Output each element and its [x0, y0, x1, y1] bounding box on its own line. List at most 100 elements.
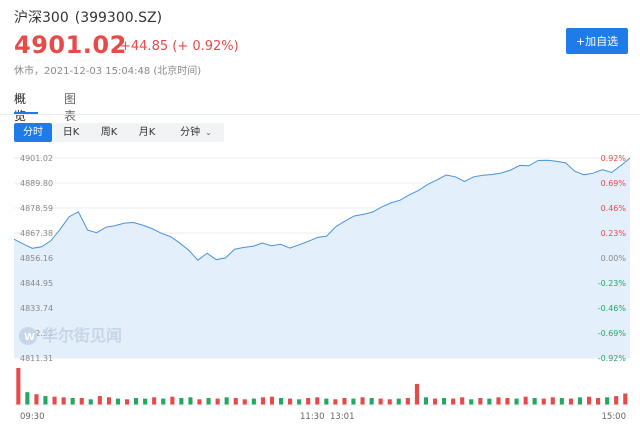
period-daily[interactable]: 日K — [62, 127, 80, 138]
volume-bar — [532, 398, 537, 405]
volume-bar — [550, 397, 555, 405]
price-tick-label: 4878.59 — [20, 204, 53, 213]
price-tick-label: 4901.02 — [20, 154, 53, 163]
percent-tick-label: -0.46% — [598, 304, 627, 313]
volume-bar — [387, 399, 392, 405]
market-status: 休市，2021-12-03 15:04:48 (北京时间) — [14, 66, 202, 77]
watermark-logo-icon — [19, 327, 37, 345]
percent-tick-label: 0.00% — [601, 254, 627, 263]
price-area-fill — [14, 158, 630, 358]
time-axis-labels: 09:30 11:30 13:01 15:00 — [20, 412, 626, 422]
time-tick-label: 15:00 — [602, 412, 627, 422]
volume-bar — [125, 399, 130, 405]
volume-bar — [288, 398, 293, 405]
tab-chart[interactable]: 图表 — [64, 92, 77, 123]
volume-bar — [152, 397, 157, 405]
volume-bar — [460, 397, 465, 405]
percent-tick-label: -0.92% — [598, 354, 627, 363]
volume-bar — [360, 397, 365, 405]
volume-bar — [34, 394, 39, 405]
volume-bar — [242, 399, 247, 405]
percent-tick-label: -0.23% — [598, 279, 627, 288]
percent-tick-label: 0.92% — [601, 154, 627, 163]
volume-bar — [269, 396, 274, 405]
time-tick-label: 09:30 — [20, 412, 45, 422]
volume-bar — [414, 383, 419, 405]
volume-bar — [605, 397, 610, 405]
volume-bar — [170, 396, 175, 405]
volume-bar — [61, 397, 66, 405]
volume-bar — [224, 397, 229, 405]
volume-bar — [587, 396, 592, 405]
volume-bar — [623, 393, 628, 405]
percent-axis-labels: 0.92% 0.69% 0.46% 0.23% 0.00% -0.23% -0.46% -0.… — [598, 154, 627, 363]
period-selector: 分时 日K 周K 月K 分钟 ⌄ — [14, 123, 224, 142]
volume-bar — [614, 396, 619, 405]
instrument-title: 沪深300 (399300.SZ) — [14, 7, 162, 27]
price-line — [13, 157, 631, 261]
volume-bar — [351, 398, 356, 405]
price-tick-label: 4856.16 — [20, 254, 53, 263]
volume-bar — [596, 398, 601, 405]
volume-bar — [423, 397, 428, 405]
period-weekly[interactable]: 周K — [100, 127, 118, 138]
watermark-logo-letter: W — [24, 332, 35, 343]
volume-bar — [43, 396, 48, 405]
period-intraday[interactable]: 分时 — [14, 123, 52, 142]
volume-bar — [541, 398, 546, 405]
volume-bar — [251, 398, 256, 405]
watermark-label: 华尔街见闻 — [42, 326, 122, 345]
percent-tick-label: 0.23% — [601, 229, 627, 238]
volume-bar — [88, 399, 93, 405]
volume-bar — [396, 398, 401, 405]
volume-bar — [324, 398, 329, 405]
volume-bar — [161, 398, 166, 405]
last-price: 4901.02 — [14, 31, 127, 59]
volume-bar — [577, 397, 582, 405]
volume-bar — [115, 398, 120, 405]
volume-bar — [260, 397, 265, 405]
volume-bar — [469, 399, 474, 405]
volume-bar — [97, 396, 102, 405]
volume-bar — [206, 398, 211, 405]
volume-bar — [143, 398, 148, 405]
price-tick-label: 4844.95 — [20, 279, 53, 288]
volume-bar — [16, 368, 21, 405]
percent-tick-label: 0.46% — [601, 204, 627, 213]
volume-bar — [369, 398, 374, 405]
tab-overview[interactable]: 概览 — [14, 92, 27, 123]
volume-bar — [514, 398, 519, 405]
volume-bar — [478, 398, 483, 405]
period-minute-dropdown[interactable]: 分钟 ⌄ — [172, 123, 220, 142]
time-tick-label: 13:01 — [330, 412, 355, 422]
time-tick-label: 11:30 — [300, 412, 325, 422]
volume-bar — [106, 397, 111, 405]
volume-bar — [134, 398, 139, 405]
volume-layer — [14, 368, 630, 406]
volume-bar — [496, 397, 501, 405]
volume-bar — [378, 398, 383, 405]
intraday-chart[interactable]: 4901.02 4889.80 4878.59 4867.38 4856.16 4844.… — [0, 148, 640, 429]
instrument-name: 沪深300 — [14, 10, 69, 26]
volume-bar — [197, 399, 202, 405]
watermark: W 华尔街见闻 — [19, 326, 122, 345]
period-monthly[interactable]: 月K — [138, 127, 156, 138]
volume-bar — [405, 398, 410, 405]
volume-bar — [487, 398, 492, 405]
add-watchlist-button[interactable]: +加自选 — [566, 28, 628, 54]
volume-bar — [306, 398, 311, 405]
volume-bar — [342, 398, 347, 405]
period-minute-label: 分钟 — [180, 127, 201, 138]
volume-bar — [333, 399, 338, 405]
volume-bar — [523, 396, 528, 405]
volume-bar — [433, 398, 438, 405]
chevron-down-icon: ⌄ — [205, 128, 212, 137]
volume-bar — [233, 398, 238, 405]
price-tick-label: 4889.80 — [20, 179, 53, 188]
percent-tick-label: -0.69% — [598, 329, 627, 338]
price-tick-label: 4833.74 — [20, 304, 53, 313]
active-tab-indicator — [14, 112, 38, 114]
percent-tick-label: 0.69% — [601, 179, 627, 188]
volume-bar — [279, 398, 284, 405]
price-tick-label: 4867.38 — [20, 229, 53, 238]
